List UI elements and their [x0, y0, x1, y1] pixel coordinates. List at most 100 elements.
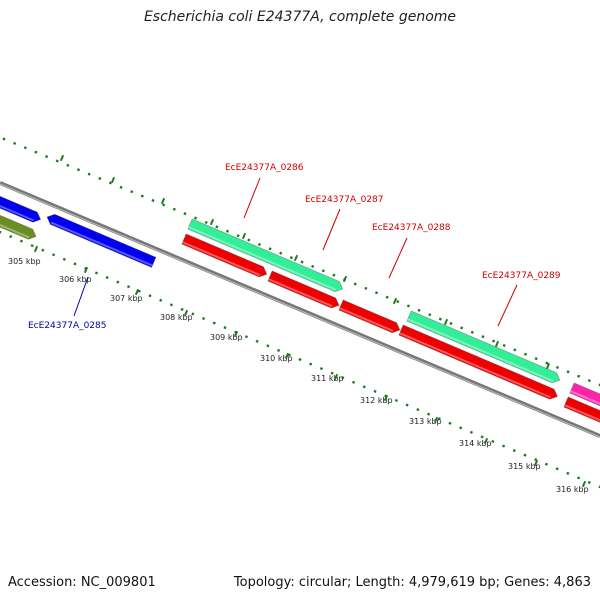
tick-dot: [19, 239, 24, 243]
feature-red-3-highlight: [339, 307, 394, 332]
tick-dot: [255, 339, 259, 343]
tick-dot: [159, 298, 163, 302]
scale-label: 316 kbp: [556, 485, 589, 494]
tick-dot: [201, 316, 206, 321]
tick-dot: [191, 312, 195, 316]
tick-dot: [491, 439, 495, 444]
tick-dot: [353, 282, 357, 286]
tick-dot: [276, 348, 281, 352]
tick-dot: [513, 348, 517, 352]
tick-dot: [23, 146, 27, 150]
gene-label: EcE24377A_0289: [482, 271, 561, 281]
feature-green-2: [406, 310, 561, 384]
tick-dot: [76, 168, 81, 172]
gene-label-leader: [73, 276, 89, 317]
feature-red-4-highlight: [399, 332, 551, 399]
tick-dot: [55, 159, 59, 163]
major-tick: [134, 288, 140, 296]
tick-dot: [396, 299, 400, 304]
tick-dot: [148, 294, 152, 298]
scale-label: 313 kbp: [409, 417, 442, 426]
tick-dot: [126, 285, 131, 289]
feature-red-4: [398, 324, 558, 400]
tick-dot: [480, 435, 484, 439]
tick-dot: [289, 256, 293, 260]
tick-dot: [364, 286, 368, 290]
tick-dot: [212, 321, 216, 325]
map-title: Escherichia coli E24377A, complete genom…: [143, 9, 457, 25]
tick-dot: [98, 176, 102, 181]
tick-dot: [566, 370, 570, 374]
tick-dot: [502, 343, 506, 348]
tick-dot: [394, 398, 399, 403]
tick-dot: [449, 321, 453, 326]
outer-tick-track: [2, 137, 600, 387]
tick-dot: [105, 275, 109, 280]
tick-dot: [555, 365, 560, 370]
tick-dot: [566, 471, 570, 475]
major-tick: [160, 197, 166, 205]
backbone-line-inner: [0, 183, 600, 438]
tick-dot: [236, 234, 240, 238]
feature-blue-1-highlight: [0, 204, 35, 222]
major-tick: [383, 394, 389, 402]
feature-red-1: [181, 233, 268, 278]
scale-label: 314 kbp: [459, 439, 492, 448]
feature-green-1-shape: [187, 218, 344, 292]
tick-dot: [257, 242, 262, 247]
tick-dot: [501, 444, 506, 448]
major-tick: [581, 480, 587, 488]
genome-summary: Topology: circular; Length: 4,979,619 bp…: [233, 575, 591, 590]
feature-magenta-highlight: [570, 390, 600, 405]
major-tick: [233, 330, 239, 338]
major-tick: [241, 232, 247, 240]
tick-dot: [247, 238, 251, 242]
tick-dot: [576, 476, 581, 480]
tick-dot: [204, 220, 208, 225]
tick-dot: [332, 273, 336, 277]
backbone-line-outer: [0, 181, 600, 438]
tick-dot: [437, 417, 441, 421]
tick-dot: [13, 141, 17, 145]
tick-dot: [491, 339, 496, 343]
tick-dot: [534, 357, 538, 361]
feature-red-2-highlight: [268, 278, 333, 308]
feature-olive-highlight: [0, 223, 30, 239]
tick-dot: [0, 230, 2, 234]
scale-label: 309 kbp: [210, 333, 243, 342]
feature-red-1-highlight: [182, 241, 261, 276]
feature-red-1-shape: [181, 233, 268, 278]
tick-dot: [459, 426, 463, 430]
feature-red-2: [267, 270, 340, 309]
feature-magenta: [569, 382, 600, 407]
tick-dot: [244, 335, 249, 339]
scale-label: 311 kbp: [311, 374, 344, 383]
tick-dot: [151, 198, 155, 203]
major-tick: [443, 318, 449, 326]
scale-label: 305 kbp: [8, 257, 41, 266]
tick-dot: [374, 291, 379, 295]
gene-label-leader: [322, 208, 341, 251]
feature-green-2-shape: [406, 310, 561, 384]
scale-labels: 305 kbp 306 kbp 307 kbp 308 kbp 309 kbp 310 k…: [8, 257, 589, 494]
tick-dot: [2, 137, 6, 141]
gene-label: EcE24377A_0285: [28, 321, 107, 331]
feature-blue-1: [0, 195, 42, 223]
major-tick: [483, 437, 489, 445]
major-tick: [392, 297, 398, 305]
tick-dot: [66, 163, 70, 167]
scale-label: 307 kbp: [110, 294, 143, 303]
major-tick: [83, 266, 89, 274]
tick-dot: [225, 229, 230, 233]
feature-olive: [0, 214, 37, 240]
tick-dot: [577, 374, 581, 378]
tick-dot: [448, 421, 452, 425]
tick-dot: [417, 308, 421, 312]
tick-dot: [341, 376, 345, 380]
tick-dot: [30, 244, 34, 248]
feature-magenta-shape: [569, 382, 600, 407]
tick-dot: [215, 225, 219, 229]
feature-red-5-highlight: [564, 404, 600, 422]
